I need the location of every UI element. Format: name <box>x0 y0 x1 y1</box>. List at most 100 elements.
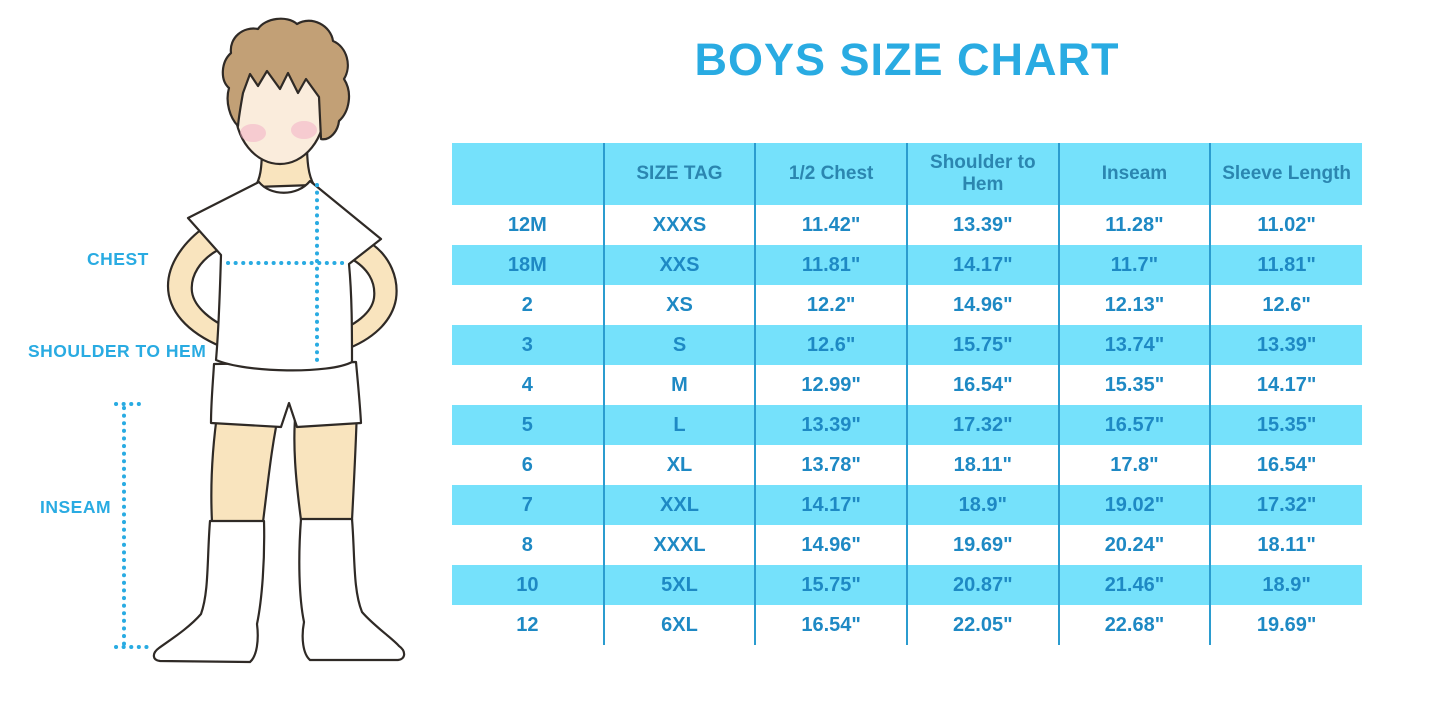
blush-right <box>291 121 317 139</box>
table-cell: 12.13" <box>1057 285 1211 325</box>
table-cell: 5 <box>452 405 604 445</box>
table-cell: 17.8" <box>1057 445 1211 485</box>
table-cell: 3 <box>452 325 604 365</box>
table-cell: 18.9" <box>905 485 1059 525</box>
table-cell: 12 <box>516 613 539 636</box>
table-row: 2 XS 12.2" 14.96" 12.13" 12.6" <box>452 285 1362 325</box>
table-cell: 12.2" <box>754 285 907 325</box>
table-cell: 18.11" <box>905 445 1059 485</box>
table-cell: 6 <box>521 453 533 476</box>
table-cell: XXXS <box>602 205 756 245</box>
table-cell: 14.96" <box>905 285 1059 325</box>
sock-left <box>152 519 266 664</box>
table-cell: 14.17" <box>1209 365 1362 405</box>
table-cell: 14.17" <box>905 245 1059 285</box>
column-header-shoulder-to-hem: Shoulder to Hem <box>905 143 1059 205</box>
table-cell: 15.75" <box>754 565 907 605</box>
table-cell: L <box>602 405 756 445</box>
blush-left <box>240 124 266 142</box>
table-cell: 11.28" <box>1057 205 1211 245</box>
table-cell: XXL <box>602 485 756 525</box>
table-cell: 11.02" <box>1209 205 1362 245</box>
table-cell: 12.6" <box>1209 285 1362 325</box>
table-cell: 10 <box>452 565 604 605</box>
table-cell: 11.7" <box>1057 245 1211 285</box>
sock-right <box>298 517 406 662</box>
boy-measurement-illustration <box>114 17 406 664</box>
table-cell: 14.17" <box>754 485 907 525</box>
table-row: 4 M 12.99" 16.54" 15.35" 14.17" <box>452 365 1362 405</box>
table-cell: 6XL <box>602 605 756 645</box>
table-cell: 11.81" <box>754 245 907 285</box>
table-cell: 15.35" <box>1057 365 1211 405</box>
table-cell: 19.69" <box>905 525 1059 565</box>
table-row: 5 L 13.39" 17.32" 16.57" 15.35" <box>452 405 1362 445</box>
table-cell: M <box>602 365 756 405</box>
table-cell: 11.42" <box>754 205 907 245</box>
table-cell: 16.57" <box>1057 405 1211 445</box>
table-cell: 13.39" <box>1209 325 1362 365</box>
table-cell: 17.32" <box>1209 485 1362 525</box>
table-cell: 13.74" <box>1057 325 1211 365</box>
table-cell: XXS <box>602 245 756 285</box>
table-cell: 20.87" <box>905 565 1059 605</box>
size-table: SIZE TAG 1/2 Chest Shoulder to Hem Insea… <box>452 143 1362 645</box>
table-cell: 7 <box>452 485 604 525</box>
table-cell: 15.35" <box>1209 405 1362 445</box>
chest-label: CHEST <box>87 249 149 269</box>
table-cell: 5XL <box>602 565 756 605</box>
column-header-half-chest: 1/2 Chest <box>754 143 907 205</box>
table-cell: 16.54" <box>1209 445 1362 485</box>
table-cell: XXXL <box>602 525 756 565</box>
table-cell: 16.54" <box>905 365 1059 405</box>
table-row: 8 XXXL 14.96" 19.69" 20.24" 18.11" <box>452 525 1362 565</box>
table-cell: 16.54" <box>754 605 907 645</box>
table-row: 12 6XL 16.54" 22.05" 22.68" 19.69" <box>452 605 1362 645</box>
size-table-header: SIZE TAG 1/2 Chest Shoulder to Hem Insea… <box>452 143 1362 205</box>
table-cell: 19.02" <box>1057 485 1211 525</box>
column-header-sleeve-length: Sleeve Length <box>1209 143 1362 205</box>
page-title: BOYS SIZE CHART <box>694 34 1120 85</box>
table-cell: 4 <box>521 373 533 396</box>
table-row: 7 XXL 14.17" 18.9" 19.02" 17.32" <box>452 485 1362 525</box>
table-cell: 18.9" <box>1209 565 1362 605</box>
table-row: 10 5XL 15.75" 20.87" 21.46" 18.9" <box>452 565 1362 605</box>
table-row: 6 XL 13.78" 18.11" 17.8" 16.54" <box>452 445 1362 485</box>
table-cell: S <box>602 325 756 365</box>
table-cell: 13.39" <box>754 405 907 445</box>
table-cell: 2 <box>521 293 533 316</box>
table-cell: 20.24" <box>1057 525 1211 565</box>
table-cell: XS <box>602 285 756 325</box>
header-row: SIZE TAG 1/2 Chest Shoulder to Hem Insea… <box>452 143 1362 205</box>
table-cell: 13.39" <box>905 205 1059 245</box>
table-cell: 18.11" <box>1209 525 1362 565</box>
t-shirt <box>186 179 383 372</box>
hair <box>221 17 351 141</box>
table-cell: XL <box>602 445 756 485</box>
table-cell: 18M <box>452 245 604 285</box>
table-cell: 11.81" <box>1209 245 1362 285</box>
column-header-size <box>452 143 604 205</box>
table-cell: 19.69" <box>1209 605 1362 645</box>
column-header-inseam: Inseam <box>1057 143 1211 205</box>
size-table-body: 12M XXXS 11.42" 13.39" 11.28" 11.02" 18M XXS 11.… <box>452 205 1362 645</box>
table-cell: 14.96" <box>754 525 907 565</box>
table-cell: 13.78" <box>754 445 907 485</box>
table-row: 3 S 12.6" 15.75" 13.74" 13.39" <box>452 325 1362 365</box>
shorts <box>209 360 363 429</box>
table-cell: 8 <box>521 533 533 556</box>
table-cell: 12.99" <box>754 365 907 405</box>
table-cell: 22.05" <box>905 605 1059 645</box>
shoulder-to-hem-label: SHOULDER TO HEM <box>28 341 207 361</box>
column-header-size-tag: SIZE TAG <box>602 143 756 205</box>
table-row: 12M XXXS 11.42" 13.39" 11.28" 11.02" <box>452 205 1362 245</box>
table-row: 18M XXS 11.81" 14.17" 11.7" 11.81" <box>452 245 1362 285</box>
table-cell: 12M <box>507 213 547 236</box>
table-cell: 12.6" <box>754 325 907 365</box>
table-cell: 22.68" <box>1057 605 1211 645</box>
table-cell: 21.46" <box>1057 565 1211 605</box>
inseam-label: INSEAM <box>40 497 112 517</box>
table-cell: 15.75" <box>905 325 1059 365</box>
table-cell: 17.32" <box>905 405 1059 445</box>
